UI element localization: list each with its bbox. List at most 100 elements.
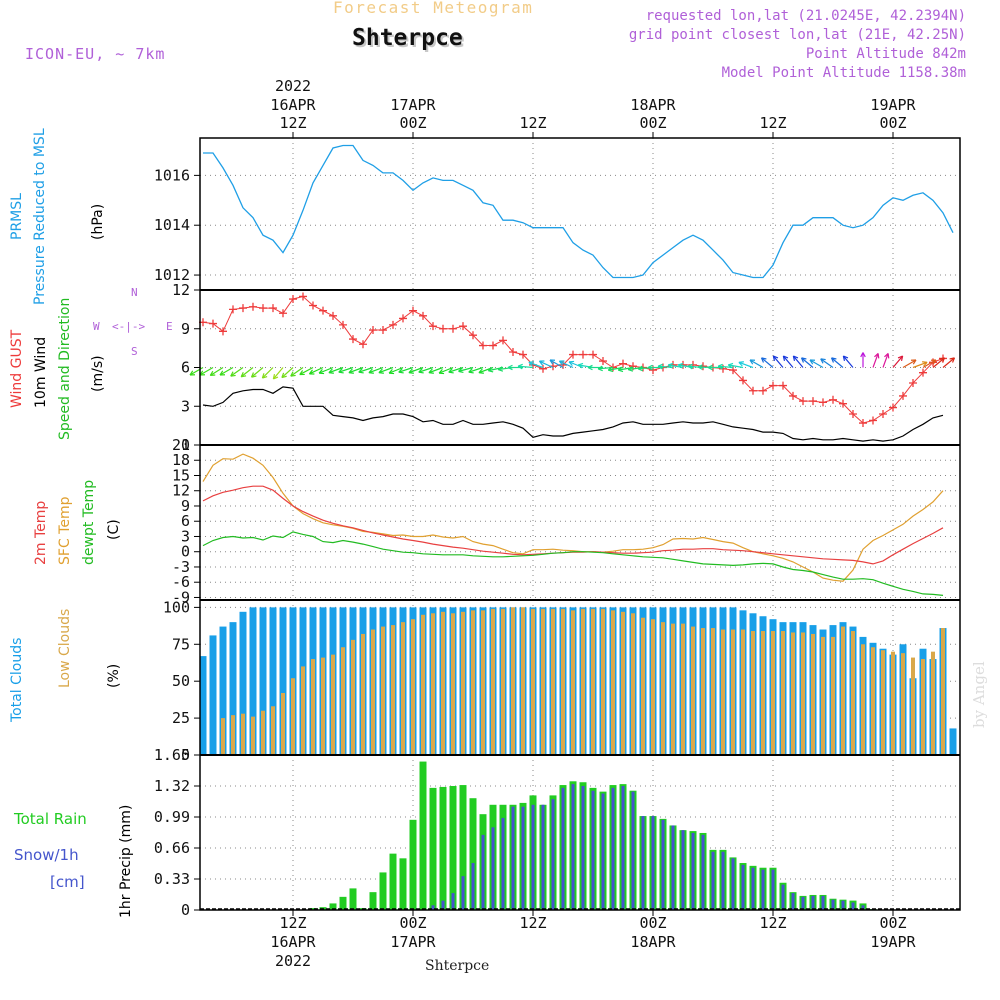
x-hour-top: 00Z xyxy=(879,114,906,132)
gust-marker xyxy=(359,340,367,349)
bar-total-clouds xyxy=(949,728,957,755)
bar-snow xyxy=(461,876,465,910)
page-title: Shterpce xyxy=(352,25,463,51)
wind-arrow-head xyxy=(800,357,807,363)
bar-snow xyxy=(841,900,845,910)
ytick-label-precip: 1.32 xyxy=(154,777,190,795)
wind-arrow xyxy=(801,357,814,368)
wind-arrow xyxy=(738,361,754,369)
bar-low-clouds xyxy=(621,611,625,755)
bar-total-clouds xyxy=(239,611,247,755)
wind-arrow-head xyxy=(408,368,414,374)
bar-snow xyxy=(561,787,565,910)
bar-low-clouds xyxy=(391,625,395,755)
bar-low-clouds xyxy=(781,631,785,755)
bar-low-clouds xyxy=(321,657,325,755)
wind-arrow xyxy=(468,366,484,373)
ytick-label-prmsl: 1014 xyxy=(154,216,190,234)
wind-arrow xyxy=(842,355,854,368)
model-label: ICON-EU, ~ 7km xyxy=(25,45,166,63)
x-hour-bottom: 12Z xyxy=(519,914,546,932)
bar-snow xyxy=(721,851,725,910)
wind-arrow-head xyxy=(930,359,937,365)
series-sfc-temp xyxy=(202,453,944,582)
x-date-bottom: 18APR xyxy=(630,933,676,951)
gust-marker xyxy=(219,327,227,336)
ytick-label-wind: 12 xyxy=(172,281,190,299)
wind-arrow-head xyxy=(348,368,354,374)
bar-snow xyxy=(491,827,495,910)
bar-snow xyxy=(541,804,545,910)
wind-arrow-head xyxy=(189,370,196,376)
bar-low-clouds xyxy=(671,623,675,755)
bar-rain xyxy=(309,908,317,910)
bar-rain xyxy=(439,786,447,910)
wind-arrow-head xyxy=(874,352,880,359)
wind-arrow xyxy=(281,367,294,378)
x-hour-top: 12Z xyxy=(519,114,546,132)
wind-arrow-head xyxy=(468,368,474,374)
gust-marker xyxy=(469,331,477,340)
wind-arrow xyxy=(309,366,324,375)
wind-arrow xyxy=(299,366,314,376)
bar-snow xyxy=(681,830,685,910)
wind-arrow-head xyxy=(299,370,305,376)
wind-arrow xyxy=(378,366,394,374)
gust-marker xyxy=(429,322,437,331)
bar-low-clouds xyxy=(511,607,515,755)
bar-low-clouds xyxy=(411,619,415,755)
gust-marker xyxy=(369,326,377,335)
series-10m-wind xyxy=(202,386,944,442)
bar-snow xyxy=(701,834,705,910)
wind-arrow-head xyxy=(507,364,513,371)
gust-marker xyxy=(769,381,777,390)
x-date-bottom: 16APR xyxy=(270,933,316,951)
bar-total-clouds xyxy=(279,607,287,755)
wind-arrow-head xyxy=(458,367,464,374)
ytick-label-precip: 0 xyxy=(181,901,190,919)
gust-marker xyxy=(759,386,767,395)
wind-arrow-head xyxy=(922,361,928,367)
gust-marker xyxy=(479,341,487,350)
bar-low-clouds xyxy=(661,622,665,755)
bar-snow xyxy=(771,869,775,910)
wind-arrow-head xyxy=(388,368,395,375)
bar-rain xyxy=(329,903,337,910)
p5-label-rain: Total Rain xyxy=(14,810,87,828)
ytick-label-temperature: -6 xyxy=(172,573,190,591)
bar-snow xyxy=(851,902,855,910)
gust-marker xyxy=(819,398,827,407)
bar-rain xyxy=(399,858,407,910)
wind-arrow xyxy=(458,366,474,372)
ytick-label-precip: 0.33 xyxy=(154,870,190,888)
wind-arrow-head xyxy=(939,357,946,363)
wind-arrow xyxy=(912,361,928,369)
bar-snow xyxy=(641,816,645,910)
gust-marker xyxy=(209,319,217,328)
ytick-label-temperature: 6 xyxy=(181,512,190,530)
wind-arrow-head xyxy=(577,362,584,369)
ytick-label-wind: 3 xyxy=(181,397,190,415)
gust-marker xyxy=(399,314,407,323)
wind-arrow xyxy=(772,355,784,368)
ytick-label-wind: 9 xyxy=(181,320,190,338)
gust-marker xyxy=(329,311,337,320)
bar-low-clouds xyxy=(811,633,815,755)
wind-arrow xyxy=(932,357,945,368)
wind-arrow-head xyxy=(281,372,287,379)
gust-marker xyxy=(749,386,757,395)
bar-snow xyxy=(801,896,805,910)
gust-marker xyxy=(289,295,297,304)
bar-low-clouds xyxy=(731,629,735,755)
bar-low-clouds xyxy=(751,631,755,755)
bar-low-clouds xyxy=(371,629,375,755)
gust-marker xyxy=(499,336,507,345)
gust-marker xyxy=(379,326,387,335)
bar-snow xyxy=(831,899,835,910)
bar-low-clouds xyxy=(641,617,645,755)
bar-snow xyxy=(591,790,595,910)
bar-total-clouds xyxy=(259,607,267,755)
gust-marker xyxy=(919,368,927,377)
bar-total-clouds xyxy=(229,622,237,755)
wind-arrow-head xyxy=(219,370,226,376)
